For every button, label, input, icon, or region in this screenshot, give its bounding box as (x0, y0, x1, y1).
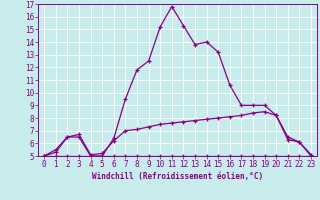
X-axis label: Windchill (Refroidissement éolien,°C): Windchill (Refroidissement éolien,°C) (92, 172, 263, 181)
